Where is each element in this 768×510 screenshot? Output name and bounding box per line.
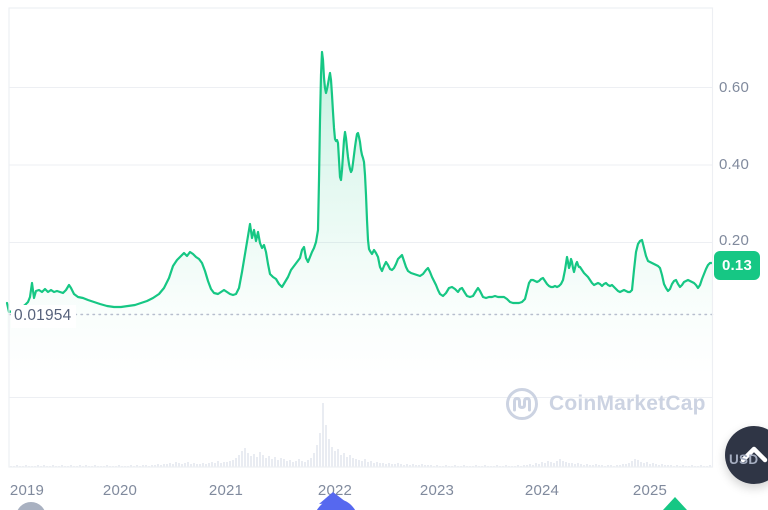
chevron-up-icon: [740, 446, 768, 463]
min-price-label: 0.01954: [11, 305, 77, 328]
watermark: CoinMarketCap: [504, 386, 706, 422]
current-price-badge: 0.13: [714, 251, 760, 280]
x-axis-label: 2023: [419, 482, 455, 499]
partial-avatar-blue: [316, 499, 356, 510]
axis-unit-label: USD: [729, 452, 759, 467]
partial-marker-green: [663, 497, 687, 510]
x-axis-label: 2025: [632, 482, 668, 499]
x-axis-label: 2022: [317, 482, 353, 499]
y-axis-label: 0.40: [719, 156, 749, 173]
coinmarketcap-logo-icon: [506, 388, 538, 420]
y-axis-label: 0.60: [719, 79, 749, 96]
partial-avatar-gray: [17, 502, 45, 510]
x-axis-label: 2021: [208, 482, 244, 499]
y-axis-label: 0.20: [719, 232, 749, 249]
x-axis-label: 2019: [9, 482, 45, 499]
watermark-text: CoinMarketCap: [549, 392, 706, 415]
x-axis-label: 2024: [524, 482, 560, 499]
x-axis-label: 2020: [102, 482, 138, 499]
scroll-to-top-button[interactable]: [725, 426, 768, 484]
bottom-cutoff-decorations: [17, 492, 687, 510]
